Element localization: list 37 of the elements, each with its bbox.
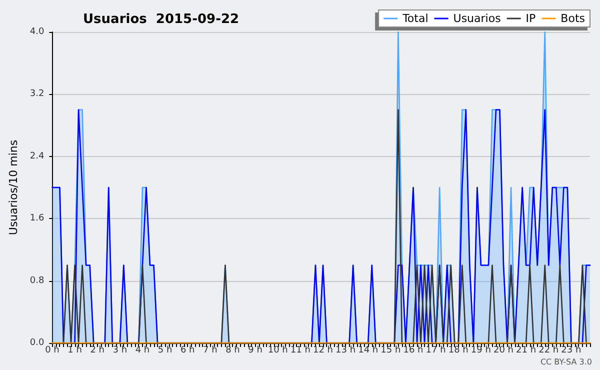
x-tick-label: 10 h	[268, 346, 288, 356]
x-tick-label: 4 h	[135, 346, 150, 356]
y-axis-title: Usuarios/10 mins	[7, 140, 20, 236]
x-tick-label: 13 h	[336, 346, 356, 356]
x-tick-label: 9 h	[248, 346, 262, 356]
x-tick-label: 0 h	[45, 346, 60, 356]
x-tick-label: 22 h	[538, 346, 559, 356]
legend-label: Bots	[560, 12, 586, 25]
y-tick-label: 4.0	[30, 27, 44, 37]
legend-label: Usuarios	[453, 12, 502, 25]
y-tick-label: 0.8	[30, 276, 44, 286]
x-tick-label: 2 h	[90, 346, 104, 356]
x-tick-label: 12 h	[312, 346, 334, 356]
x-tick-label: 8 h	[226, 346, 240, 356]
x-tick-label: 18 h	[448, 346, 468, 356]
x-tick-label: 3 h	[112, 346, 128, 356]
legend-label: Total	[402, 12, 428, 25]
x-tick-label: 15 h	[380, 346, 401, 356]
legend-label: IP	[526, 12, 536, 25]
x-tick-label: 5 h	[158, 346, 172, 356]
x-tick-label: 7 h	[203, 346, 218, 356]
chart-title: Usuarios 2015-09-22	[83, 12, 240, 27]
x-tick-label: 1 h	[68, 346, 82, 356]
y-tick-label: 2.4	[30, 151, 44, 162]
x-tick-label: 20 h	[493, 346, 514, 356]
y-tick-label: 1.6	[30, 214, 44, 224]
x-tick-label: 16 h	[403, 346, 424, 356]
x-tick-label: 19 h	[470, 346, 491, 356]
x-tick-label: 17 h	[426, 346, 446, 356]
x-tick-label: 11 h	[290, 346, 310, 356]
y-tick-label: 0.0	[30, 338, 44, 348]
x-tick-label: 23 h	[561, 346, 582, 356]
x-tick-label: 14 h	[358, 346, 378, 356]
y-tick-label: 3.2	[30, 89, 44, 100]
text: CC BY-SA 3.0	[540, 358, 592, 366]
x-tick-label: 6 h	[180, 346, 195, 356]
x-tick-label: 21 h	[516, 346, 536, 356]
